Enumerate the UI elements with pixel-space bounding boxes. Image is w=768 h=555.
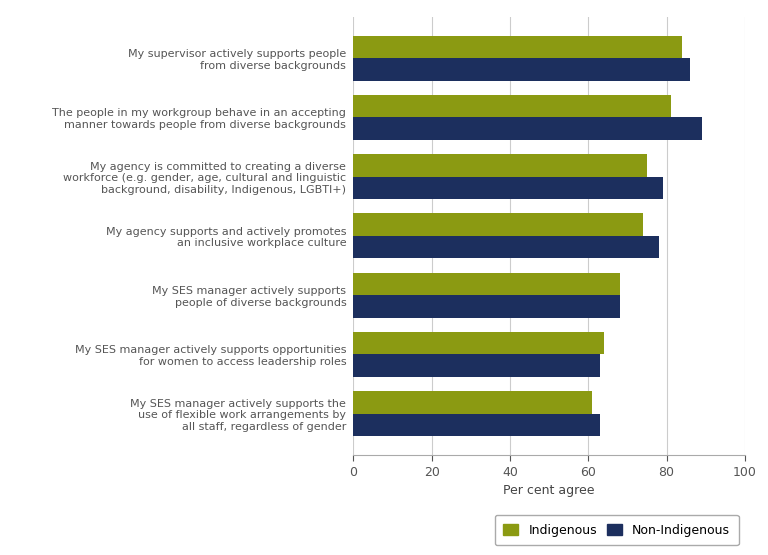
Bar: [353, 332, 604, 355]
Bar: [353, 295, 620, 317]
Legend: Indigenous, Non-Indigenous: Indigenous, Non-Indigenous: [495, 515, 739, 546]
Bar: [353, 176, 663, 199]
Bar: [353, 355, 600, 377]
Bar: [353, 236, 659, 259]
Bar: [353, 273, 620, 295]
Bar: [353, 391, 592, 413]
Bar: [353, 213, 643, 236]
X-axis label: Per cent agree: Per cent agree: [503, 484, 595, 497]
Bar: [353, 95, 670, 117]
Bar: [353, 36, 682, 58]
Bar: [353, 154, 647, 176]
Bar: [353, 117, 702, 140]
Bar: [353, 413, 600, 436]
Bar: [353, 58, 690, 80]
